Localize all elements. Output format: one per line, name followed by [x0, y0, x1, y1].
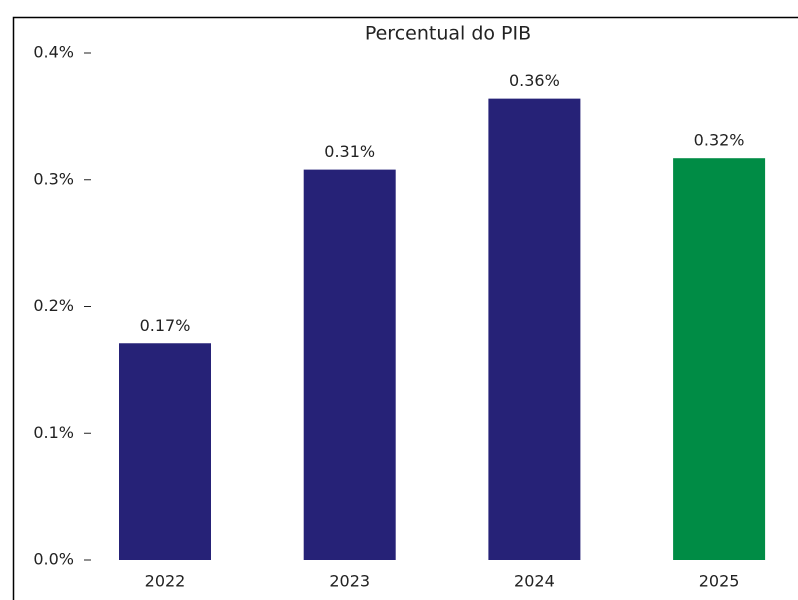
y-tick-label: 0.2% [33, 296, 74, 315]
chart-title: Percentual do PIB [365, 23, 531, 45]
y-tick-label: 0.1% [33, 423, 74, 442]
x-tick-label: 2025 [699, 572, 740, 591]
bar [119, 343, 211, 560]
y-tick-label: 0.0% [33, 550, 74, 569]
x-tick-label: 2022 [145, 572, 186, 591]
y-tick-label: 0.4% [33, 43, 74, 62]
value-label: 0.31% [324, 142, 375, 161]
frame [12, 16, 798, 600]
x-tick-label: 2023 [329, 572, 370, 591]
bar [488, 98, 581, 560]
value-label: 0.17% [140, 316, 191, 335]
x-tick-label: 2024 [514, 572, 555, 591]
y-tick-label: 0.3% [33, 169, 74, 188]
value-label: 0.32% [694, 131, 745, 150]
bar [303, 169, 396, 561]
value-label: 0.36% [509, 71, 560, 90]
bar [673, 158, 766, 560]
